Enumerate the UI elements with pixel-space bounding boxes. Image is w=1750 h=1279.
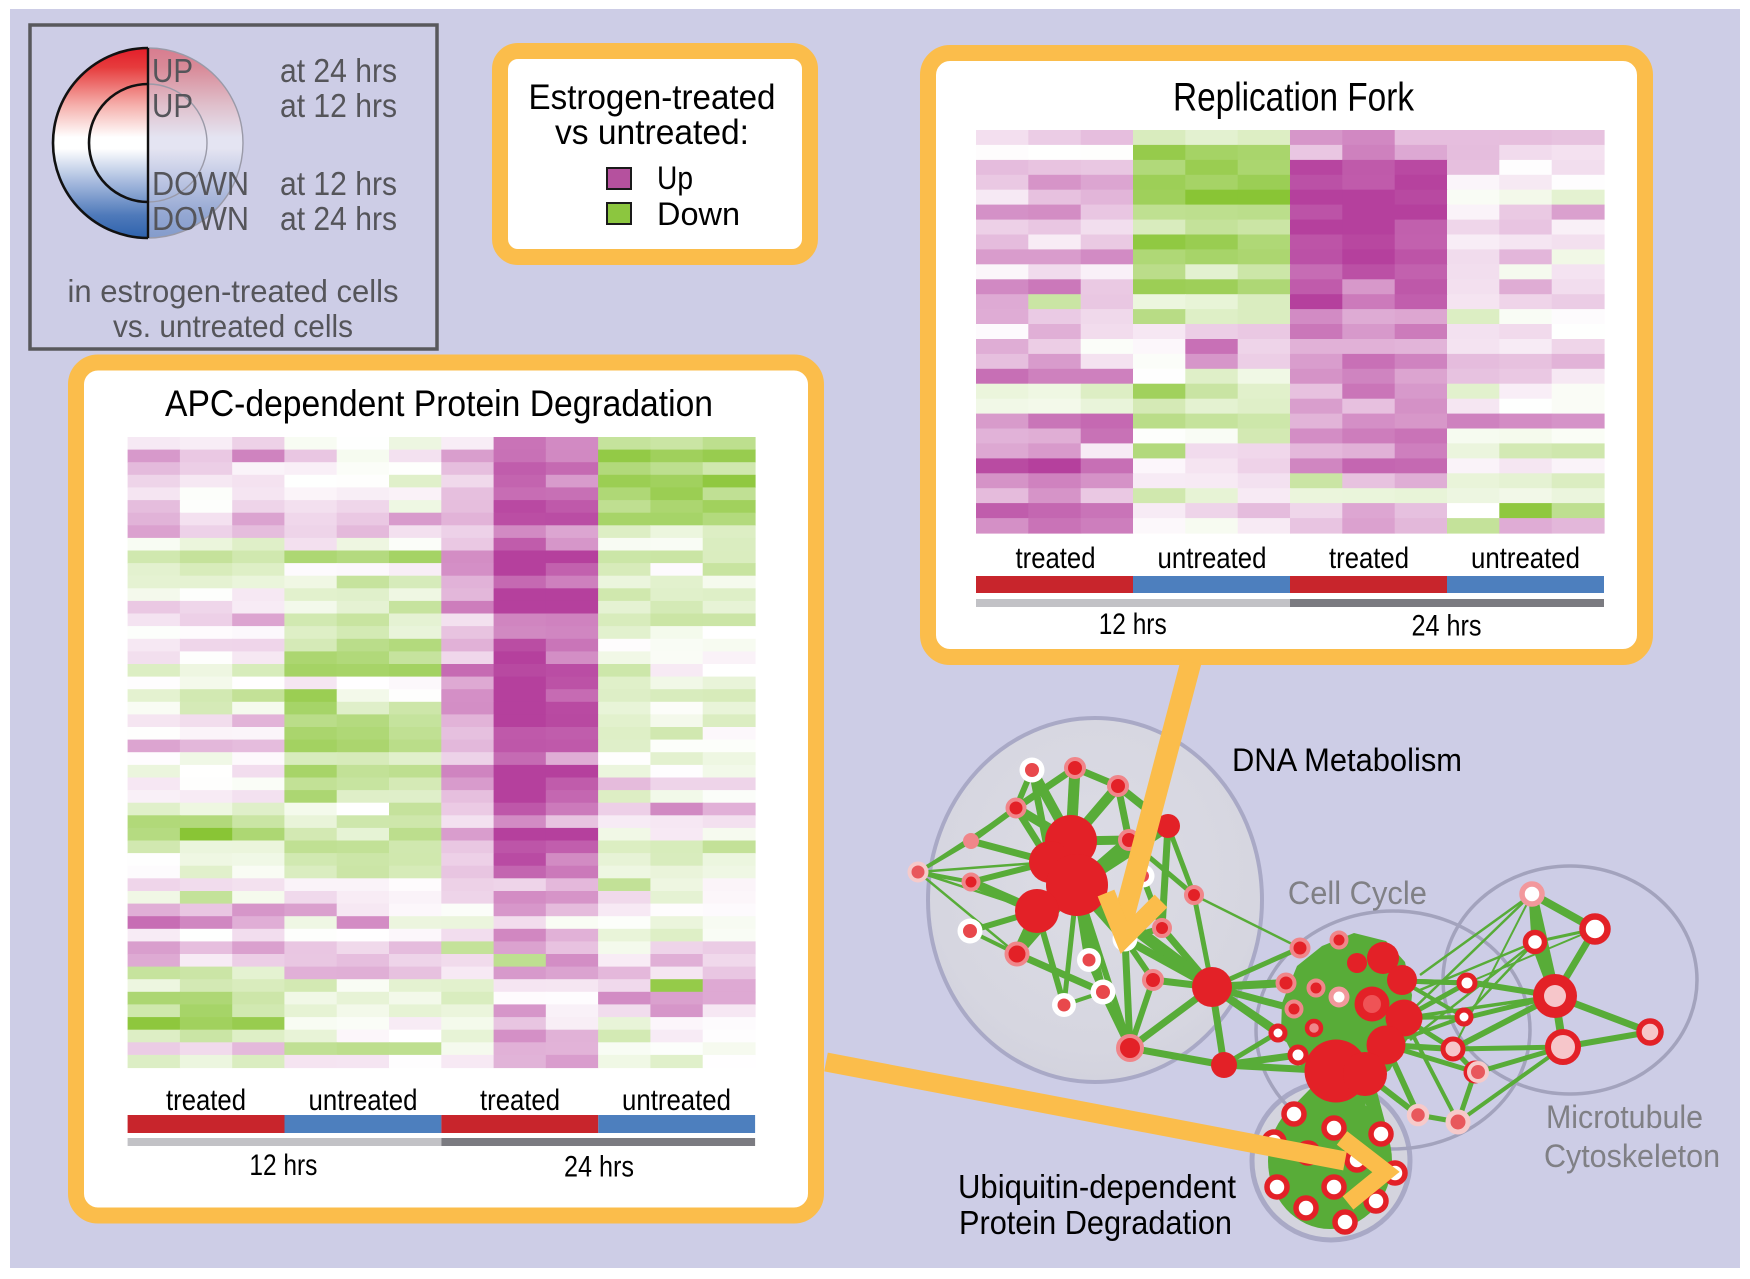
svg-text:12 hrs: 12 hrs bbox=[249, 1149, 317, 1182]
svg-text:vs untreated:: vs untreated: bbox=[555, 113, 749, 152]
svg-text:Estrogen-treated: Estrogen-treated bbox=[529, 78, 776, 117]
svg-text:untreated: untreated bbox=[622, 1084, 731, 1117]
svg-text:untreated: untreated bbox=[1158, 542, 1267, 575]
svg-text:UP: UP bbox=[152, 87, 193, 124]
svg-text:at 24 hrs: at 24 hrs bbox=[280, 52, 397, 89]
svg-text:at 24 hrs: at 24 hrs bbox=[280, 200, 397, 237]
svg-text:DOWN: DOWN bbox=[152, 200, 249, 237]
svg-text:DNA Metabolism: DNA Metabolism bbox=[1232, 742, 1462, 778]
svg-text:DOWN: DOWN bbox=[152, 165, 249, 202]
svg-text:at 12 hrs: at 12 hrs bbox=[280, 165, 397, 202]
svg-text:12 hrs: 12 hrs bbox=[1099, 608, 1167, 641]
svg-text:Cytoskeleton: Cytoskeleton bbox=[1544, 1138, 1720, 1174]
svg-text:treated: treated bbox=[480, 1084, 560, 1117]
svg-text:vs. untreated cells: vs. untreated cells bbox=[113, 308, 353, 344]
svg-text:APC-dependent Protein Degradat: APC-dependent Protein Degradation bbox=[165, 382, 713, 424]
svg-text:treated: treated bbox=[166, 1084, 246, 1117]
svg-text:untreated: untreated bbox=[309, 1084, 418, 1117]
svg-text:Microtubule: Microtubule bbox=[1546, 1099, 1703, 1135]
svg-text:Protein Degradation: Protein Degradation bbox=[959, 1204, 1232, 1241]
svg-text:Cell Cycle: Cell Cycle bbox=[1288, 875, 1427, 911]
svg-text:24 hrs: 24 hrs bbox=[564, 1151, 634, 1184]
svg-text:Replication Fork: Replication Fork bbox=[1173, 76, 1415, 120]
svg-text:untreated: untreated bbox=[1471, 542, 1580, 575]
svg-text:24 hrs: 24 hrs bbox=[1412, 610, 1482, 643]
svg-text:treated: treated bbox=[1016, 542, 1096, 575]
svg-text:Ubiquitin-dependent: Ubiquitin-dependent bbox=[958, 1168, 1236, 1205]
svg-text:Down: Down bbox=[657, 196, 740, 232]
svg-text:at 12 hrs: at 12 hrs bbox=[280, 87, 397, 124]
svg-text:in estrogen-treated cells: in estrogen-treated cells bbox=[68, 273, 399, 309]
svg-text:treated: treated bbox=[1329, 542, 1409, 575]
svg-text:Up: Up bbox=[657, 160, 693, 196]
svg-text:UP: UP bbox=[152, 52, 193, 89]
